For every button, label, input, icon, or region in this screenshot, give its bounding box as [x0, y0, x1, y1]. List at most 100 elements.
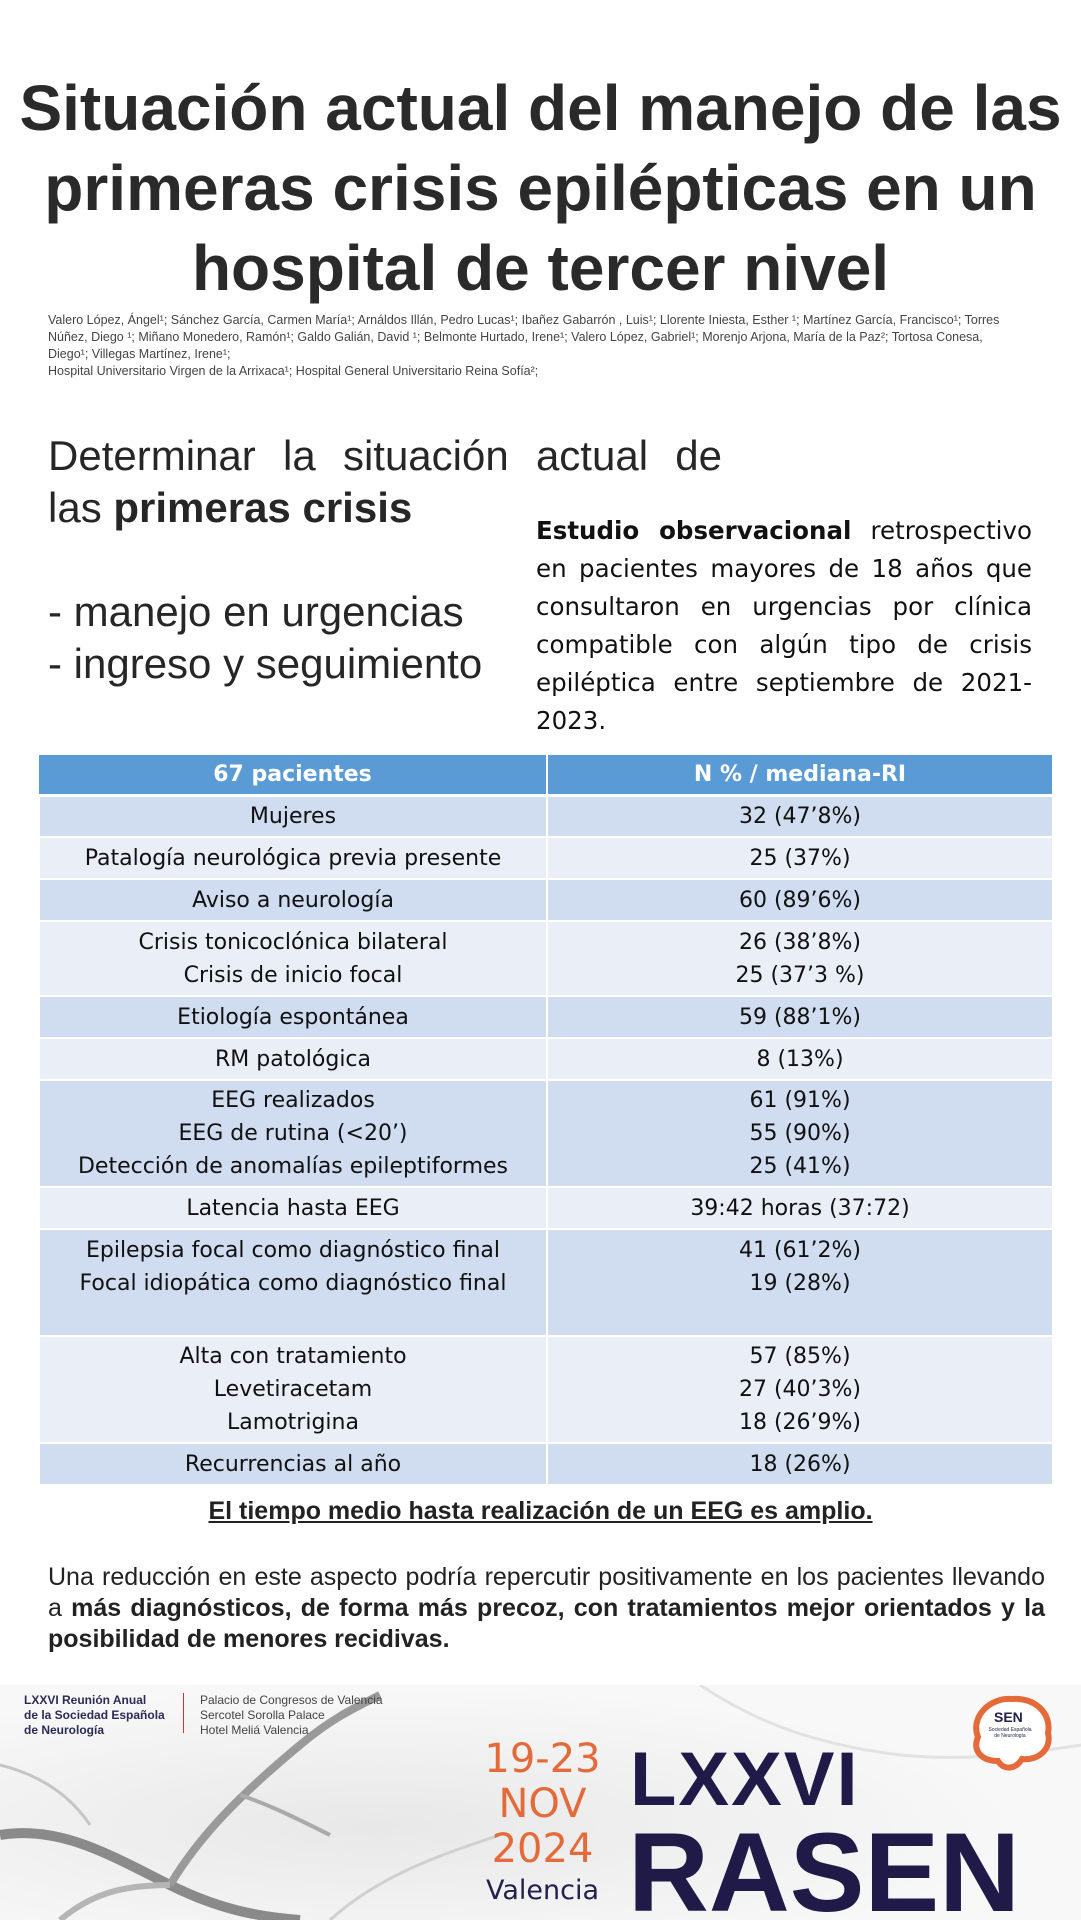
- org-line: de la Sociedad Española: [24, 1708, 165, 1722]
- row-label: Detección de anomalías epileptiformes: [77, 1154, 509, 1179]
- row-value-cell: 25 (37%): [546, 836, 1054, 880]
- row-label: Epilepsia focal como diagnóstico final: [85, 1238, 501, 1263]
- row-value: 39:42 horas (37:72): [690, 1195, 910, 1221]
- method-text: retrospectivo en pacientes mayores de 18…: [536, 516, 1032, 735]
- objective-word: Determinar: [48, 432, 256, 479]
- venue-line: Palacio de Congresos de Valencia: [200, 1693, 383, 1707]
- row-value-cell: 8 (13%): [546, 1037, 1054, 1081]
- congress-banner: LXXVI Reunión Anual de la Sociedad Españ…: [0, 1685, 1081, 1920]
- dates-month: NOV: [498, 1781, 587, 1827]
- table-row: Mujeres 32 (47’8%): [38, 794, 1054, 838]
- row-label-cell: Aviso a neurología: [38, 878, 548, 922]
- objective-item-2: - ingreso y seguimiento: [48, 640, 483, 687]
- objective-line-2: las primeras crisis: [48, 482, 723, 534]
- authors-text: Valero López, Ángel¹; Sánchez García, Ca…: [48, 313, 1000, 361]
- objective-word: actual: [535, 432, 649, 479]
- conclusion-text: El tiempo medio hasta realización de un …: [208, 1497, 873, 1525]
- row-value: 59 (88’1%): [738, 1004, 862, 1030]
- table-row: Epilepsia focal como diagnóstico final Fo…: [38, 1228, 1054, 1337]
- objective-item-1: - manejo en urgencias: [48, 588, 464, 635]
- row-value-cell: 41 (61’2%) 19 (28%): [546, 1228, 1054, 1337]
- row-value: 27 (40’3%): [738, 1377, 862, 1402]
- row-label: Aviso a neurología: [192, 887, 394, 913]
- row-label: Recurrencias al año: [184, 1451, 402, 1477]
- venue-line: Sercotel Sorolla Palace: [200, 1708, 325, 1722]
- method-paragraph: Estudio observacional retrospectivo en p…: [536, 512, 1032, 740]
- row-label: EEG de rutina (<20’): [178, 1121, 408, 1146]
- author-list: Valero López, Ángel¹; Sánchez García, Ca…: [48, 312, 1008, 380]
- table-row: Patalogía neurológica previa presente 25 …: [38, 836, 1054, 880]
- row-value-cell: 57 (85%) 27 (40’3%) 18 (26’9%): [546, 1335, 1054, 1444]
- org-line: de Neurología: [24, 1723, 105, 1737]
- objective-block: Determinar la situación actual de las pr…: [48, 430, 723, 690]
- dates-range: 19-23: [484, 1736, 601, 1782]
- row-label: Crisis de inicio focal: [183, 962, 403, 988]
- row-label: Lamotrigina: [227, 1410, 359, 1435]
- row-label: Etiología espontánea: [177, 1004, 409, 1030]
- table-row: Crisis tonicoclónica bilateral Crisis de …: [38, 920, 1054, 997]
- table-row: Recurrencias al año 18 (26%): [38, 1442, 1054, 1486]
- row-value-cell: 60 (89’6%): [546, 878, 1054, 922]
- table-header: N % / mediana-RI: [547, 755, 1054, 797]
- row-label: Crisis tonicoclónica bilateral: [138, 929, 448, 955]
- objective-word: situación: [342, 432, 509, 479]
- org-name: LXXVI Reunión Anual de la Sociedad Españ…: [24, 1693, 165, 1738]
- dates-year: 2024: [491, 1826, 594, 1872]
- row-label-cell: Mujeres: [38, 794, 548, 838]
- row-value-cell: 61 (91%) 55 (90%) 25 (41%): [546, 1079, 1054, 1188]
- row-label: Alta con tratamiento: [179, 1344, 407, 1369]
- divider: [183, 1693, 184, 1733]
- row-value: 32 (47’8%): [738, 803, 862, 829]
- row-value: 18 (26%): [749, 1451, 851, 1477]
- row-label-cell: RM patológica: [38, 1037, 548, 1081]
- row-value: 8 (13%): [756, 1046, 844, 1072]
- logo-subtitle: Sociedad Española de Neurología: [988, 1727, 1032, 1739]
- event-city: Valencia: [485, 1875, 600, 1906]
- table-header: 67 pacientes: [39, 755, 548, 797]
- venue-list: Palacio de Congresos de Valencia Sercote…: [200, 1693, 383, 1738]
- row-label-cell: Latencia hasta EEG: [38, 1186, 548, 1230]
- row-label: Mujeres: [249, 803, 337, 829]
- row-value: 19 (28%): [749, 1271, 851, 1296]
- sen-brain-logo-icon: [973, 1695, 1052, 1771]
- row-value-cell: 32 (47’8%): [546, 794, 1054, 838]
- row-value-cell: 26 (38’8%) 25 (37’3 %): [546, 920, 1054, 997]
- row-label: Levetiracetam: [213, 1377, 373, 1402]
- row-value: 55 (90%): [749, 1121, 851, 1146]
- row-label-cell: Patalogía neurológica previa presente: [38, 836, 548, 880]
- title-line-2: primeras crisis epilépticas en un: [44, 152, 1037, 224]
- row-label: Latencia hasta EEG: [186, 1195, 400, 1221]
- table-row: Etiología espontánea 59 (88’1%): [38, 995, 1054, 1039]
- row-value: 26 (38’8%): [738, 929, 862, 955]
- table-row: RM patológica 8 (13%): [38, 1037, 1054, 1081]
- row-value: 60 (89’6%): [738, 887, 862, 913]
- affiliations-text: Hospital Universitario Virgen de la Arri…: [48, 364, 539, 378]
- row-label-cell: Recurrencias al año: [38, 1442, 548, 1486]
- row-value: 41 (61’2%): [738, 1238, 862, 1263]
- impact-bold: más diagnósticos, de forma más precoz, c…: [48, 1594, 1045, 1653]
- impact-text: Una reducción en este aspecto podría rep…: [48, 1563, 1045, 1622]
- row-value-cell: 39:42 horas (37:72): [546, 1186, 1054, 1230]
- row-value: 25 (37%): [749, 845, 851, 871]
- row-label: RM patológica: [214, 1046, 372, 1072]
- table-row: Alta con tratamiento Levetiracetam Lamotri…: [38, 1335, 1054, 1444]
- row-value-cell: 59 (88’1%): [546, 995, 1054, 1039]
- method-bold: Estudio observacional: [536, 516, 852, 545]
- event-name: RASEN: [628, 1810, 1021, 1920]
- event-number: LXXVI: [630, 1737, 860, 1822]
- row-value: 18 (26’9%): [738, 1410, 862, 1435]
- row-label: Patalogía neurológica previa presente: [84, 845, 502, 871]
- row-value: 25 (37’3 %): [735, 962, 865, 988]
- objective-line-1: Determinar la situación actual de: [48, 430, 722, 482]
- neuron-illustration: [0, 1685, 1081, 1920]
- row-label-cell: EEG realizados EEG de rutina (<20’) Detecc…: [38, 1079, 548, 1188]
- row-label-cell: Epilepsia focal como diagnóstico final Fo…: [38, 1228, 548, 1337]
- table-row: Aviso a neurología 60 (89’6%): [38, 878, 1054, 922]
- row-label-cell: Alta con tratamiento Levetiracetam Lamotri…: [38, 1335, 548, 1444]
- row-label-cell: Crisis tonicoclónica bilateral Crisis de …: [38, 920, 548, 997]
- title-line-1: Situación actual del manejo de las: [19, 72, 1062, 144]
- objective-prefix: las: [48, 484, 114, 531]
- row-label-cell: Etiología espontánea: [38, 995, 548, 1039]
- org-line: LXXVI Reunión Anual: [24, 1693, 147, 1707]
- logo-text: SEN: [994, 1709, 1023, 1725]
